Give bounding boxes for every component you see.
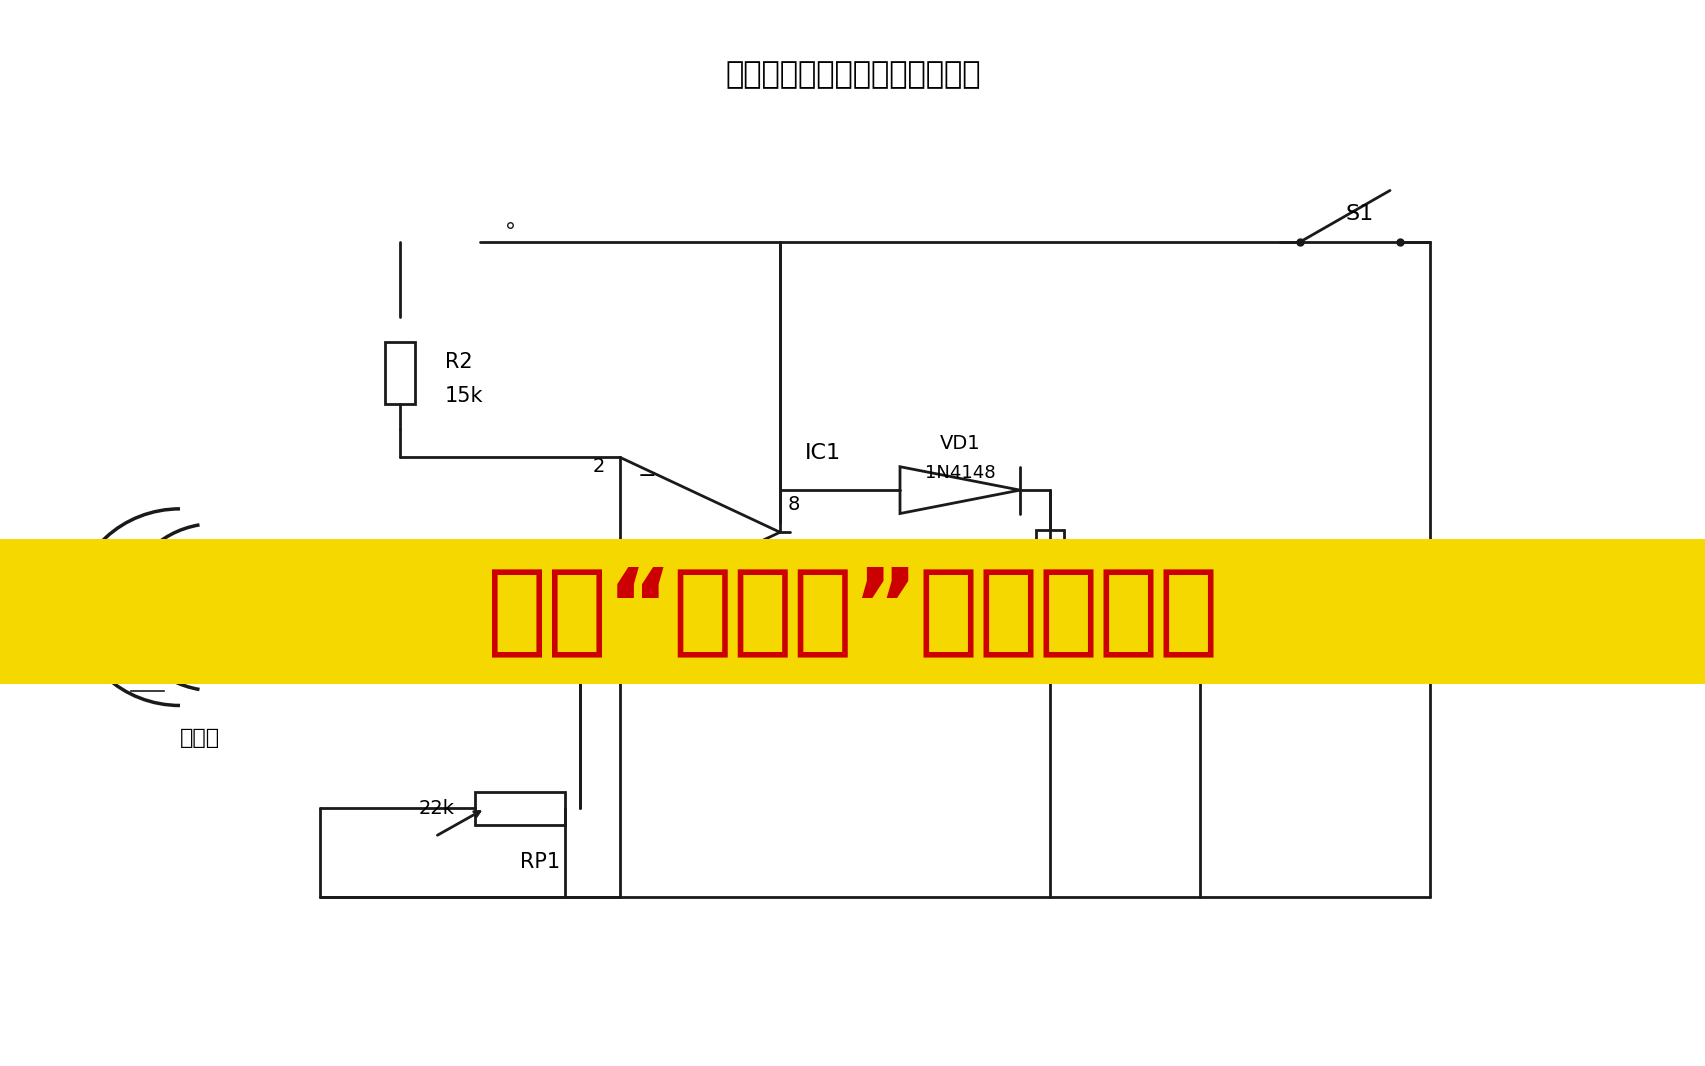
Text: IC1: IC1 — [805, 442, 841, 463]
Text: 3: 3 — [592, 588, 605, 608]
Text: +: + — [1192, 579, 1207, 598]
Text: RP1: RP1 — [520, 852, 559, 872]
Text: 2: 2 — [592, 457, 605, 477]
Text: 4: 4 — [592, 569, 605, 588]
Text: +: + — [1122, 537, 1137, 555]
Text: −: − — [638, 466, 656, 486]
Text: 压电片: 压电片 — [179, 728, 220, 748]
Text: R2: R2 — [445, 352, 472, 372]
Text: VD1: VD1 — [939, 434, 980, 453]
Text: 8: 8 — [788, 495, 800, 514]
Text: PZ1: PZ1 — [1274, 598, 1311, 616]
Bar — [474, 792, 564, 825]
Text: 1M: 1M — [1084, 577, 1113, 596]
Polygon shape — [900, 467, 1020, 514]
Text: 15k: 15k — [445, 387, 483, 406]
Text: +: + — [638, 577, 656, 597]
Text: R1: R1 — [1084, 544, 1110, 563]
Text: 双标思想！文件包防盗报警电路: 双标思想！文件包防盗报警电路 — [725, 60, 980, 90]
Text: 1N4148: 1N4148 — [924, 465, 994, 482]
Text: S1: S1 — [1345, 204, 1373, 224]
Text: 利用“双标狗”的电路设计: 利用“双标狗”的电路设计 — [488, 563, 1217, 660]
Bar — [1035, 530, 1064, 604]
Bar — [0, 539, 1705, 684]
Text: 22k: 22k — [419, 800, 455, 818]
Bar — [385, 342, 414, 404]
Bar — [1154, 551, 1245, 663]
